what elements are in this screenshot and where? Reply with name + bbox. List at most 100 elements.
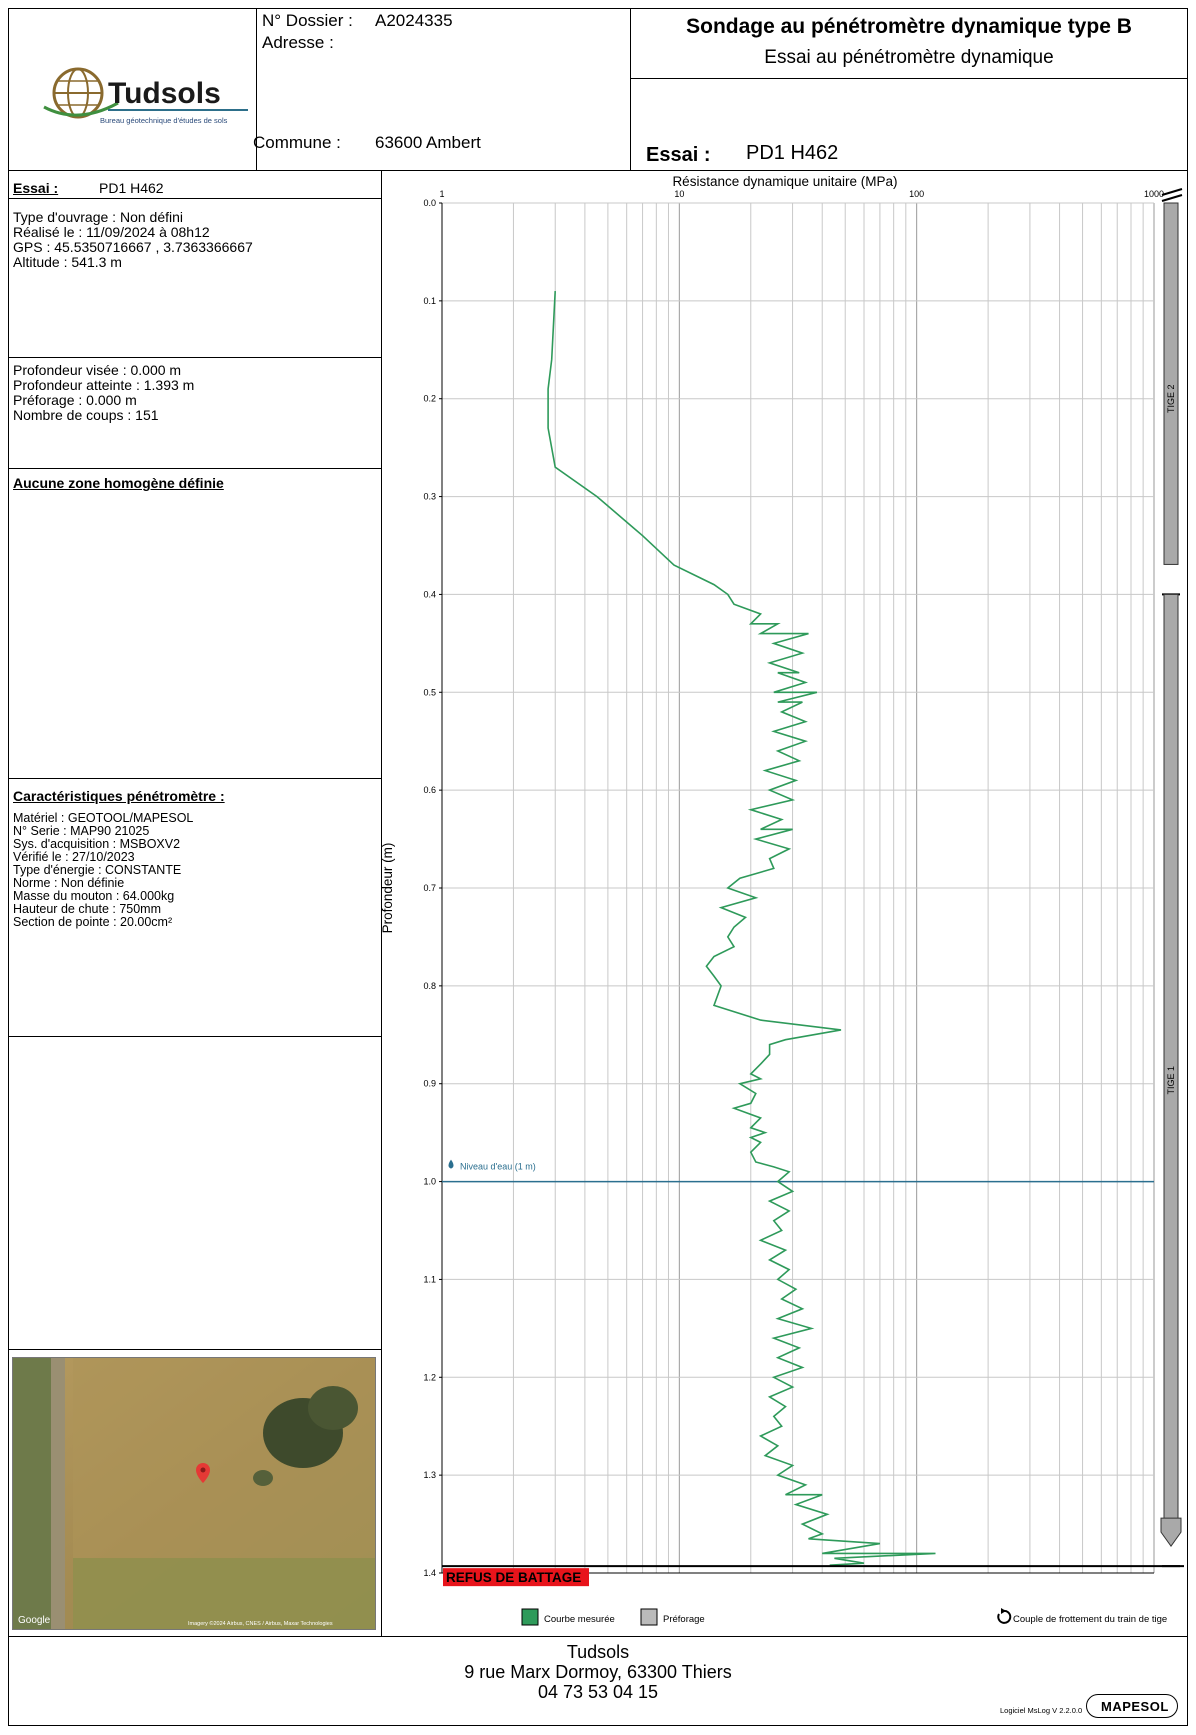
rod-label: TIGE 1 <box>1166 1066 1176 1095</box>
ouvrage-info: Type d'ouvrage : Non défini Réalisé le :… <box>13 210 253 270</box>
y-tick-label: 1.1 <box>423 1274 436 1284</box>
essai-header-value: PD1 H462 <box>746 142 839 164</box>
y-tick-label: 1.0 <box>423 1177 436 1187</box>
y-axis-label: Profondeur (m) <box>382 843 395 934</box>
rod-top-cap <box>1161 194 1183 202</box>
depth-info: Profondeur visée : 0.000 m Profondeur at… <box>13 363 194 423</box>
info-line: Type d'ouvrage : Non défini <box>13 209 184 225</box>
header-divider-2 <box>630 8 631 170</box>
left-divider-5 <box>8 1036 381 1037</box>
x-tick-label: 1000 <box>1144 189 1164 199</box>
measured-curve <box>547 291 936 1566</box>
dossier-label: N° Dossier : <box>262 11 353 30</box>
logo-text: Tudsols <box>108 77 221 110</box>
satellite-map: Google Imagery ©2024 Airbus, CNES / Airb… <box>12 1357 376 1630</box>
header-divider-3 <box>630 78 1188 79</box>
location-pin-icon <box>196 1463 210 1483</box>
carac-title: Caractéristiques pénétromètre : <box>13 788 225 804</box>
footer-phone: 04 73 53 04 15 <box>537 1682 659 1702</box>
rod-segment <box>1163 593 1179 1537</box>
report-subtitle: Essai au pénétromètre dynamique <box>764 47 1054 68</box>
carac-info: Matériel : GEOTOOL/MAPESOL N° Serie : MA… <box>13 812 193 929</box>
rod-column: TIGE 2 TIGE 1 <box>1160 188 1183 1568</box>
chart-title: Résistance dynamique unitaire (MPa) <box>672 174 897 189</box>
cone-tip-icon <box>1160 1517 1182 1548</box>
legend-swatch-preforage <box>640 1608 658 1626</box>
carac-line: Sys. d'acquisition : MSBOXV2 <box>13 837 181 851</box>
y-tick-label: 0.0 <box>423 198 436 208</box>
y-tick-label: 0.9 <box>423 1079 436 1089</box>
left-divider-6 <box>8 1349 381 1350</box>
left-divider-3 <box>8 468 381 469</box>
mapesol-logo: MAPESOL <box>1086 1694 1178 1718</box>
carac-line: N° Serie : MAP90 21025 <box>13 824 150 838</box>
water-level: Niveau d'eau (1 m) <box>442 1159 1154 1183</box>
x-tick-label: 100 <box>909 189 924 199</box>
commune-label: Commune : <box>253 133 341 152</box>
carac-line: Type d'énergie : CONSTANTE <box>13 863 182 877</box>
report-title: Sondage au pénétromètre dynamique type B <box>686 15 1132 38</box>
series-line <box>547 291 936 1566</box>
depth-line: Préforage : 0.000 m <box>13 392 137 408</box>
y-tick-label: 0.1 <box>423 296 436 306</box>
rod-label: TIGE 2 <box>1166 384 1176 413</box>
map-credit: Imagery ©2024 Airbus, CNES / Airbus, Max… <box>188 1620 333 1627</box>
map-google-label: Google <box>18 1615 51 1626</box>
essai-value: PD1 H462 <box>99 180 164 196</box>
footer-address: Tudsols 9 rue Marx Dormoy, 63300 Thiers … <box>8 1642 1188 1702</box>
depth-line: Nombre de coups : 151 <box>13 407 159 423</box>
rod-segment <box>1163 202 1179 565</box>
info-line: GPS : 45.5350716667 , 3.7363366667 <box>13 239 253 255</box>
y-tick-label: 0.5 <box>423 687 436 697</box>
depth-line: Profondeur visée : 0.000 m <box>13 362 182 378</box>
commune-value: 63600 Ambert <box>375 133 481 152</box>
left-divider-1 <box>8 198 381 199</box>
rod-top-cap <box>1161 188 1183 196</box>
company-logo: Tudsols Bureau géotechnique d'études de … <box>38 55 253 130</box>
y-tick-label: 0.4 <box>423 589 436 599</box>
x-tick-label: 10 <box>674 189 684 199</box>
carac-line: Norme : Non définie <box>13 876 125 890</box>
zone-title: Aucune zone homogène définie <box>13 475 224 491</box>
footer-top-line <box>8 1636 1188 1637</box>
carac-line: Matériel : GEOTOOL/MAPESOL <box>13 811 194 825</box>
software-version: Logiciel MsLog V 2.2.0.0 <box>1000 1706 1083 1715</box>
y-tick-label: 1.4 <box>423 1568 436 1578</box>
dossier-value: A2024335 <box>375 11 453 30</box>
mapesol-brand: MAPESOL <box>1101 1699 1169 1714</box>
refus-label: REFUS DE BATTAGE <box>446 1570 581 1585</box>
water-level-label: Niveau d'eau (1 m) <box>460 1162 536 1172</box>
header-divider-1 <box>256 8 257 170</box>
depth-line: Profondeur atteinte : 1.393 m <box>13 377 195 393</box>
left-divider-2 <box>8 357 381 358</box>
y-tick-label: 0.2 <box>423 394 436 404</box>
info-line: Réalisé le : 11/09/2024 à 08h12 <box>13 224 210 240</box>
water-drop-icon <box>448 1159 454 1169</box>
carac-line: Vérifié le : 27/10/2023 <box>13 850 135 864</box>
y-tick-label: 0.8 <box>423 981 436 991</box>
y-tick-label: 0.7 <box>423 883 436 893</box>
legend-label-preforage: Préforage <box>663 1614 705 1625</box>
penetrometer-chart: Résistance dynamique unitaire (MPa) Prof… <box>382 174 1184 1626</box>
legend-note: Couple de frottement du train de tige <box>1013 1614 1167 1625</box>
globe-icon <box>43 67 119 119</box>
legend-swatch-curve <box>521 1608 539 1626</box>
carac-line: Masse du mouton : 64.000kg <box>13 889 175 903</box>
y-tick-label: 1.3 <box>423 1470 436 1480</box>
essai-label: Essai : <box>13 180 59 196</box>
info-line: Altitude : 541.3 m <box>13 254 122 270</box>
axis-ticks: 1 10 100 1000 0.0 0.1 0.2 0.3 0.4 0.5 0.6 0.7 0.8 0.9… <box>423 189 1164 1578</box>
x-tick-label: 1 <box>439 189 444 199</box>
page-frame <box>8 8 1188 1726</box>
y-tick-label: 0.6 <box>423 785 436 795</box>
carac-line: Hauteur de chute : 750mm <box>13 902 161 916</box>
left-panel-border <box>381 170 382 1636</box>
left-divider-4 <box>8 778 381 779</box>
footer-street: 9 rue Marx Dormoy, 63300 Thiers <box>464 1662 732 1682</box>
torque-icon-arrow <box>1001 1608 1006 1614</box>
refus-box <box>443 1568 589 1587</box>
y-tick-label: 0.3 <box>423 492 436 502</box>
logo-subtitle: Bureau géotechnique d'études de sols <box>100 116 228 125</box>
carac-line: Section de pointe : 20.00cm² <box>13 915 173 929</box>
legend: Courbe mesurée Préforage Couple de frottem… <box>521 1608 1167 1626</box>
